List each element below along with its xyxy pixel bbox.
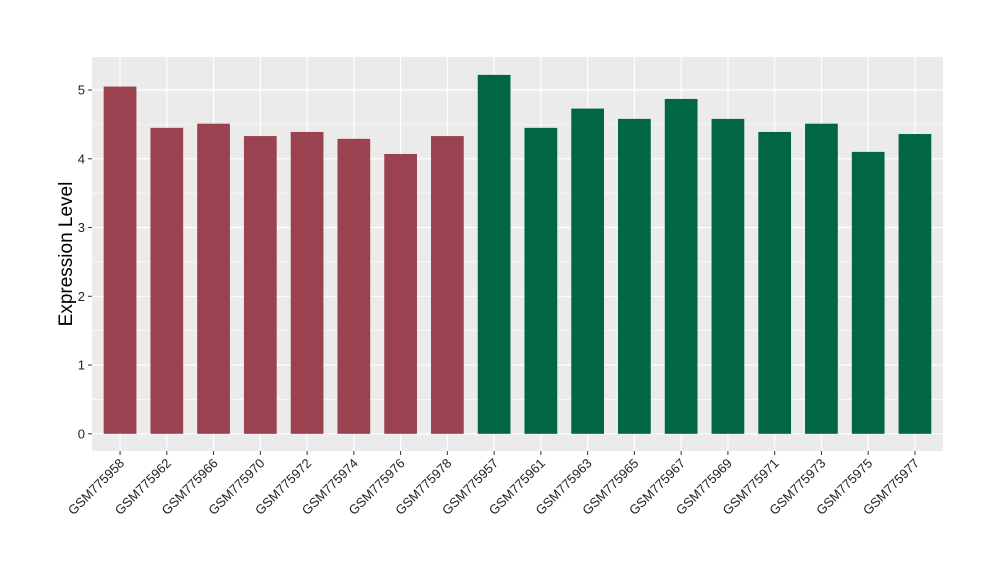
bar-GSM775965 [618,118,651,434]
bar-GSM775966 [197,123,230,434]
bar-GSM775976 [384,153,417,434]
bar-GSM775977 [898,134,932,434]
y-axis-label: Expression Level [56,182,77,327]
y-tick-label: 2 [78,289,85,304]
bar-GSM775967 [664,98,698,434]
bar-GSM775975 [851,151,885,434]
y-tick-label: 4 [78,151,85,166]
bar-GSM775970 [243,136,277,434]
y-tick-label: 5 [78,83,85,98]
y-tick-label: 0 [78,426,85,441]
bar-GSM775957 [477,74,511,434]
bar-GSM775971 [758,131,792,434]
bar-GSM775969 [711,118,745,434]
y-tick-label: 1 [78,358,85,373]
y-tick-label: 3 [78,220,85,235]
bar-GSM775972 [290,131,324,434]
bar-GSM775978 [430,136,464,434]
bar-GSM775973 [805,123,838,434]
bar-GSM775962 [150,127,184,434]
plot-panel [92,57,943,451]
bar-GSM775958 [103,86,137,434]
bar-GSM775974 [337,138,371,434]
bar-GSM775961 [524,127,558,434]
bar-GSM775963 [571,108,605,434]
